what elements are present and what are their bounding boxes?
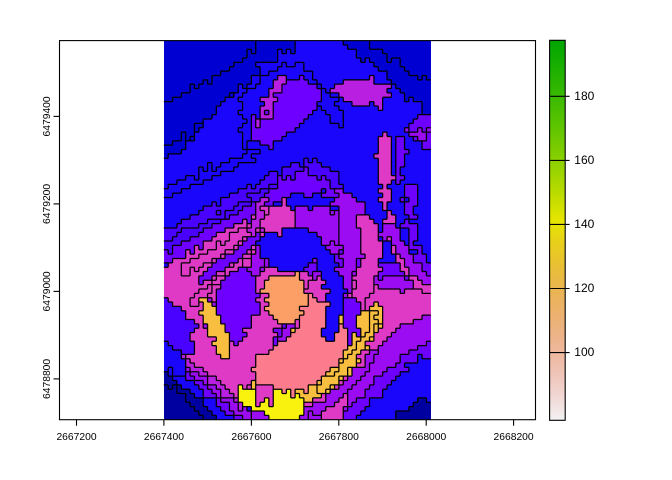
svg-text:100: 100 <box>574 345 594 359</box>
svg-text:2667800: 2667800 <box>319 432 359 443</box>
svg-text:2667200: 2667200 <box>56 432 96 443</box>
svg-text:120: 120 <box>574 281 594 295</box>
svg-text:140: 140 <box>574 217 594 231</box>
svg-text:180: 180 <box>574 89 594 103</box>
svg-text:6479200: 6479200 <box>42 184 53 224</box>
svg-text:2668000: 2668000 <box>406 432 446 443</box>
svg-text:6478800: 6478800 <box>42 359 53 399</box>
svg-text:160: 160 <box>574 153 594 167</box>
svg-text:6479400: 6479400 <box>42 96 53 136</box>
svg-text:2668200: 2668200 <box>494 432 534 443</box>
svg-text:2667400: 2667400 <box>144 432 184 443</box>
svg-text:6479000: 6479000 <box>42 271 53 311</box>
svg-text:2667600: 2667600 <box>231 432 271 443</box>
